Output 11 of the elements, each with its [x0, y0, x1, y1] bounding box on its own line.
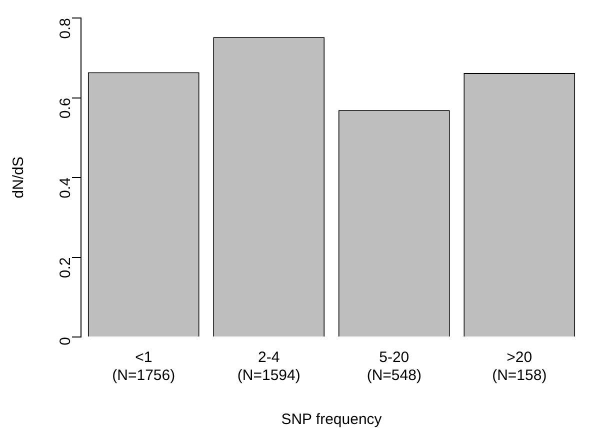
x-tick-label: >20 (N=158) — [492, 349, 547, 384]
x-axis-title: SNP frequency — [281, 411, 382, 428]
y-tick-label: 0.6 — [57, 98, 74, 119]
y-tick-label: 0.4 — [57, 178, 74, 198]
x-tick-label: <1 (N=1756) — [112, 349, 176, 384]
y-tick-label: 0.2 — [57, 257, 74, 278]
x-tick-label: 5-20 (N=548) — [366, 349, 422, 384]
y-tick-label: 0.8 — [57, 18, 74, 39]
y-axis-title: dN/dS — [10, 156, 28, 198]
y-tick-label: 0 — [57, 337, 74, 346]
x-tick-label: 2-4 (N=1594) — [237, 349, 300, 384]
